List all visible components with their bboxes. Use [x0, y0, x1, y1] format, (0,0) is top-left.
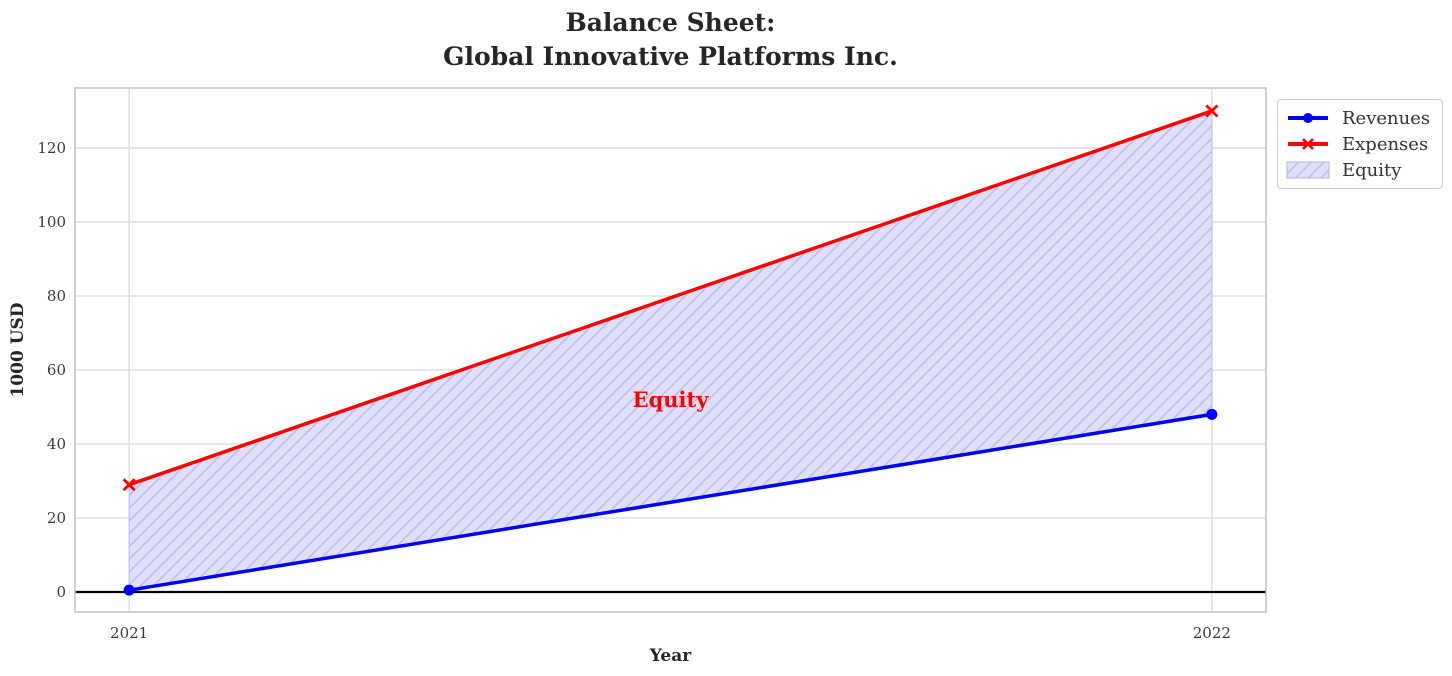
y-tick-label: 60	[46, 360, 66, 379]
y-tick-label: 100	[37, 212, 66, 231]
chart-title: Balance Sheet: Global Innovative Platfor…	[75, 6, 1266, 74]
expenses-marker	[1205, 104, 1219, 118]
y-tick-label: 40	[46, 434, 66, 453]
y-tick-label: 80	[46, 286, 66, 305]
legend-expenses-sample	[1288, 138, 1328, 150]
chart-title-line1: Balance Sheet:	[565, 8, 776, 37]
legend: Revenues Expenses Equity	[1277, 99, 1443, 189]
y-tick-label: 20	[46, 509, 66, 527]
y-tick-label: 0	[56, 583, 66, 602]
equity-annotation: Equity	[633, 387, 710, 412]
legend-label: Revenues	[1342, 107, 1431, 129]
expenses-marker	[122, 478, 136, 492]
revenues-line	[127, 412, 1214, 592]
legend-label: Equity	[1342, 159, 1402, 181]
legend-entry-revenues: Revenues	[1286, 105, 1434, 131]
x-axis-label: Year	[649, 646, 692, 666]
legend-entry-expenses: Expenses	[1286, 131, 1434, 157]
legend-revenues-sample	[1288, 113, 1328, 123]
revenues-marker	[123, 584, 135, 596]
x-tick-label: 2021	[110, 624, 149, 642]
y-tick-label: 120	[37, 138, 66, 157]
chart-title-line2: Global Innovative Platforms Inc.	[443, 42, 898, 71]
legend-equity-sample	[1286, 161, 1330, 179]
legend-label: Expenses	[1342, 133, 1429, 155]
expenses-line	[127, 109, 1214, 487]
revenues-marker	[1206, 408, 1218, 420]
x-tick-label: 2022	[1192, 624, 1231, 642]
y-axis-label: 1000 USD	[8, 302, 28, 398]
legend-entry-equity: Equity	[1286, 157, 1434, 183]
plot-border	[74, 87, 1267, 613]
